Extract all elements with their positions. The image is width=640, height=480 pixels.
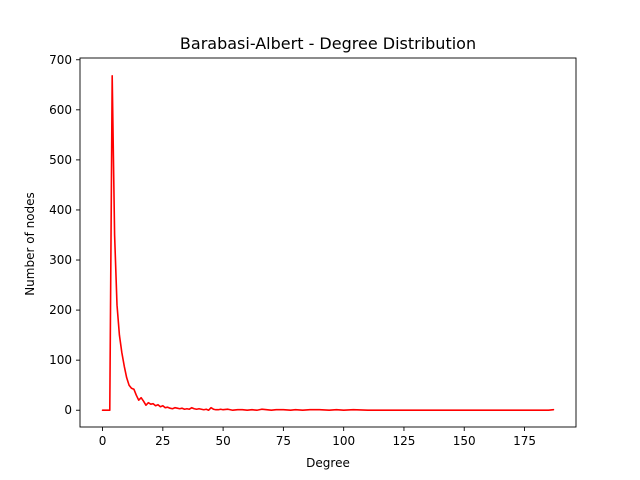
x-tick-label: 50 [215,434,230,448]
axes-frame [79,57,577,428]
axes: 0 25 50 75 100 125 150 175 0 100 200 300 400 500 600 70… [49,53,577,448]
x-tick-label: 100 [332,434,355,448]
y-tick-label: 400 [49,203,72,217]
y-axis-label: Number of nodes [23,192,37,296]
y-tick-label: 100 [49,353,72,367]
x-tick-label: 25 [155,434,170,448]
x-tick-label: 75 [276,434,291,448]
y-tick-label: 700 [49,53,72,67]
x-tick-label: 125 [393,434,416,448]
y-tick-label: 0 [64,403,72,417]
x-tick-label: 0 [99,434,107,448]
y-tick-label: 300 [49,253,72,267]
x-tick-label: 150 [453,434,476,448]
y-tick-label: 600 [49,103,72,117]
y-tick-label: 200 [49,303,72,317]
y-tick-label: 500 [49,153,72,167]
series-line-0 [101,74,555,412]
x-tick-label: 175 [513,434,536,448]
chart-title: Barabasi-Albert - Degree Distribution [180,34,476,53]
x-axis-label: Degree [306,456,350,470]
plot-area [101,74,555,412]
